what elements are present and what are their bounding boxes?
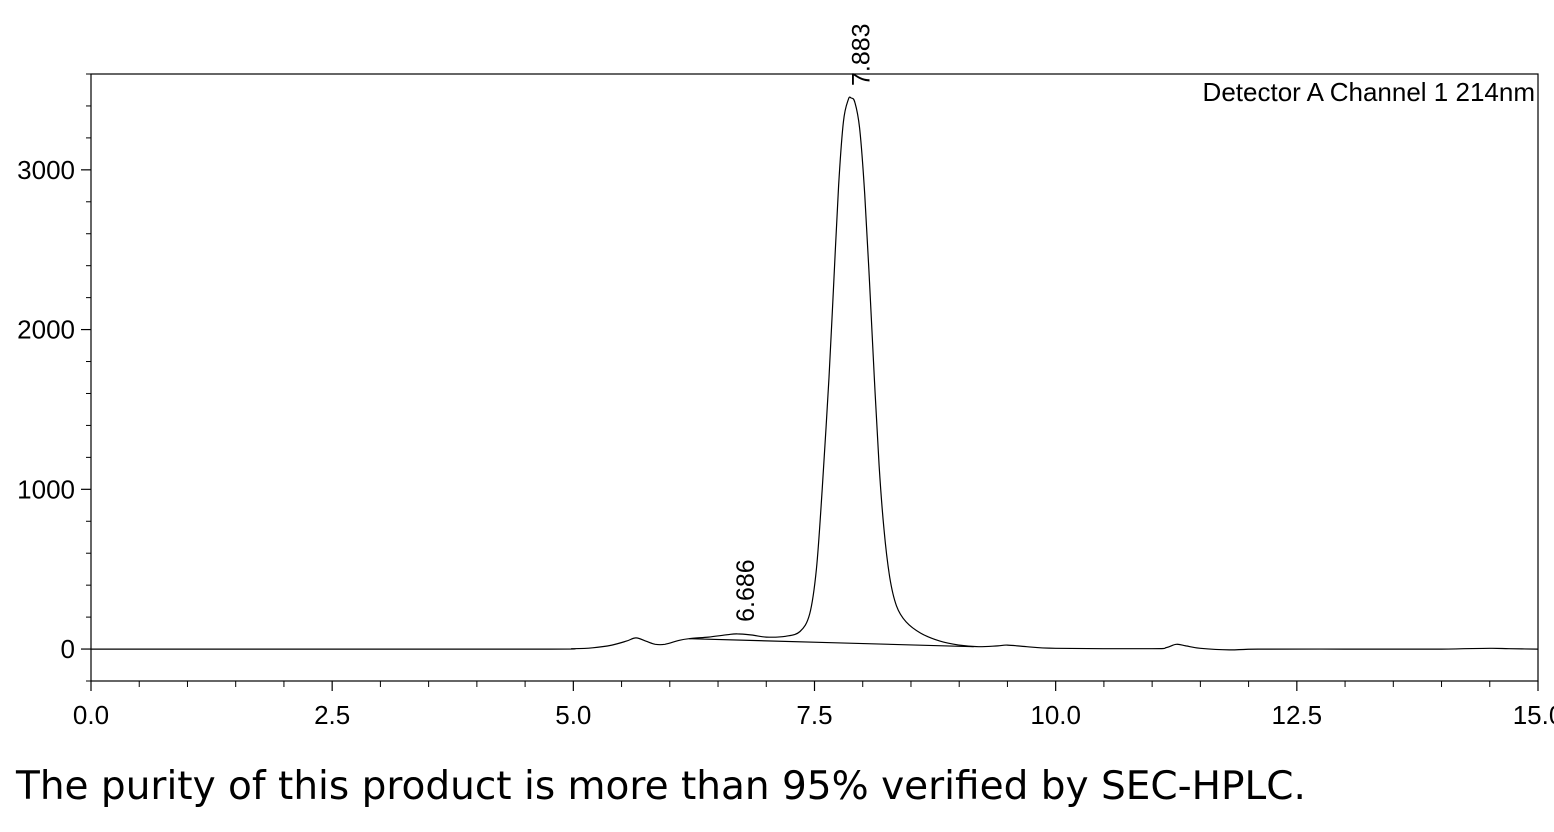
y-tick-label: 3000 <box>17 155 75 185</box>
plot-frame <box>90 73 1539 682</box>
peak-labels: 6.686 7.883 <box>732 23 875 621</box>
major-ticks: 0.0 2.5 5.0 7.5 10.0 12.5 15.0 0 1000 2000 3000 <box>17 155 1554 730</box>
y-tick-label: 0 <box>61 634 75 664</box>
x-unit-label: min <box>1498 736 1538 740</box>
x-tick-label: 2.5 <box>314 700 350 730</box>
x-tick-label: 0.0 <box>73 700 109 730</box>
caption: The purity of this product is more than … <box>16 764 1306 809</box>
chromatogram-chart: 0.0 2.5 5.0 7.5 10.0 12.5 15.0 0 1000 2000 3000 6.… <box>17 23 1554 740</box>
channel-label: Detector A Channel 1 214nm <box>1203 77 1535 107</box>
baseline-trace <box>689 638 974 648</box>
x-tick-label: 5.0 <box>555 700 591 730</box>
x-tick-label: 12.5 <box>1272 700 1323 730</box>
peak-label: 6.686 <box>732 559 760 622</box>
y-tick-label: 2000 <box>17 315 75 345</box>
series-layer <box>91 96 1539 651</box>
y-tick-label: 1000 <box>17 474 75 504</box>
x-tick-label: 10.0 <box>1030 700 1081 730</box>
minor-ticks <box>86 73 1491 687</box>
chromatogram-trace <box>91 96 1539 651</box>
peak-label: 7.883 <box>847 23 875 86</box>
x-tick-label: 7.5 <box>796 700 832 730</box>
x-tick-label: 15.0 <box>1513 700 1554 730</box>
